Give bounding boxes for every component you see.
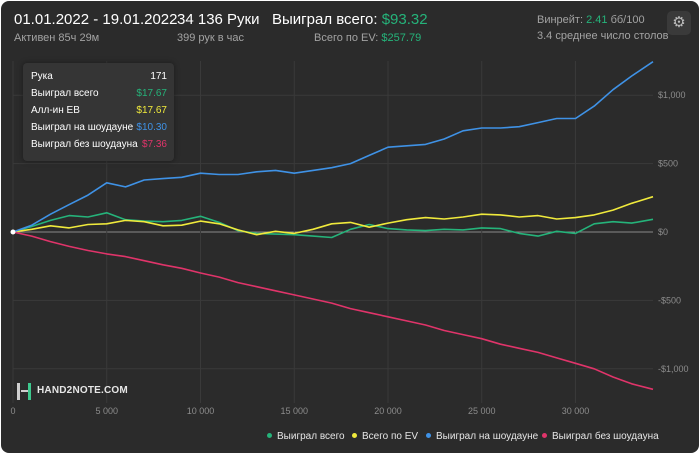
tooltip-row-showdown: Выиграл на шоудауне $10.30 [31, 122, 167, 140]
legend-item-ev[interactable]: Всего по EV [352, 431, 418, 445]
won-total-label: Выиграл всего: [272, 11, 382, 28]
legend-label: Выиграл без шоудауна [552, 431, 659, 442]
y-tick-label: $0 [658, 227, 668, 237]
x-tick-label: 10 000 [187, 406, 215, 416]
tooltip-row-allin-ev: Алл-ин ЕВ $17.67 [31, 105, 167, 123]
winrate: Винрейт: 2.41 бб/100 [537, 14, 645, 26]
legend-label: Всего по EV [362, 431, 419, 442]
tooltip-row-value: $17.67 [136, 88, 167, 99]
y-tick-label: -$1,000 [658, 364, 689, 374]
legend-dot-icon [267, 433, 272, 438]
won-total: Выиграл всего: $93.32 [272, 11, 428, 28]
won-total-value: $93.32 [381, 11, 428, 28]
y-tick-label: $1,000 [658, 90, 686, 100]
hand2note-logo-icon [17, 383, 31, 400]
tooltip-row-non-showdown: Выиграл без шоудауна $7.36 [31, 139, 167, 157]
settings-button[interactable]: ⚙ [667, 11, 691, 35]
tooltip-row-value: $17.67 [136, 105, 167, 116]
winrate-unit: бб/100 [607, 14, 645, 26]
tooltip-row-won-total: Выиграл всего $17.67 [31, 88, 167, 106]
y-tick-label: -$500 [658, 295, 681, 305]
tooltip-row-label: Алл-ин ЕВ [31, 105, 80, 116]
legend-item-non-showdown[interactable]: Выиграл без шоудауна [542, 431, 659, 445]
series-line-won-total[interactable] [12, 212, 654, 239]
date-range[interactable]: 01.01.2022 - 19.01.2022 [14, 11, 178, 28]
legend-item-won-total[interactable]: Выиграл всего [267, 431, 345, 445]
tooltip-row-value: $10.30 [136, 122, 167, 133]
series-line-ev[interactable] [12, 195, 654, 236]
ev-total: Всего по EV: $257.79 [314, 32, 421, 44]
x-tick-label: 25 000 [468, 406, 496, 416]
legend-item-showdown[interactable]: Выиграл на шоудауне [426, 431, 538, 445]
x-tick-label: 15 000 [280, 406, 308, 416]
ev-total-label: Всего по EV: [314, 32, 382, 44]
tooltip-row-value: $7.36 [141, 139, 167, 150]
x-tick-label: 5 000 [95, 406, 118, 416]
legend-dot-icon [352, 433, 357, 438]
legend-dot-icon [542, 433, 547, 438]
legend-label: Выиграл на шоудауне [436, 431, 539, 442]
tooltip-row-label: Выиграл без шоудауна [31, 139, 138, 150]
tooltip-hand-label: Рука [31, 71, 53, 82]
tooltip-hand-value: 171 [150, 71, 167, 82]
ev-total-value: $257.79 [381, 32, 422, 44]
x-tick-label: 0 [10, 406, 15, 416]
hover-marker [10, 229, 16, 235]
winrate-label: Винрейт: [537, 14, 587, 26]
legend-label: Выиграл всего [277, 431, 345, 442]
x-tick-label: 20 000 [374, 406, 402, 416]
tooltip-hand-row: Рука 171 [31, 71, 167, 89]
hover-tooltip: Рука 171 Выиграл всего $17.67 Алл-ин ЕВ … [23, 63, 174, 161]
active-time: Активен 85ч 29м [14, 32, 100, 44]
y-tick-label: $500 [658, 159, 678, 169]
avg-tables: 3.4 среднее число столов [537, 30, 669, 42]
legend-dot-icon [426, 433, 431, 438]
gear-icon: ⚙ [672, 14, 686, 31]
hand2note-logo-text: HAND2NOTE.COM [37, 385, 128, 396]
tooltip-row-label: Выиграл на шоудауне [31, 122, 134, 133]
hands-per-hour: 399 рук в час [177, 32, 245, 44]
series-line-non-showdown[interactable] [12, 231, 654, 391]
hands-count: 34 136 Руки [177, 11, 260, 28]
winrate-value: 2.41 [586, 14, 608, 26]
tooltip-row-label: Выиграл всего [31, 88, 99, 99]
x-tick-label: 30 000 [562, 406, 590, 416]
series-line-showdown[interactable] [12, 61, 654, 233]
